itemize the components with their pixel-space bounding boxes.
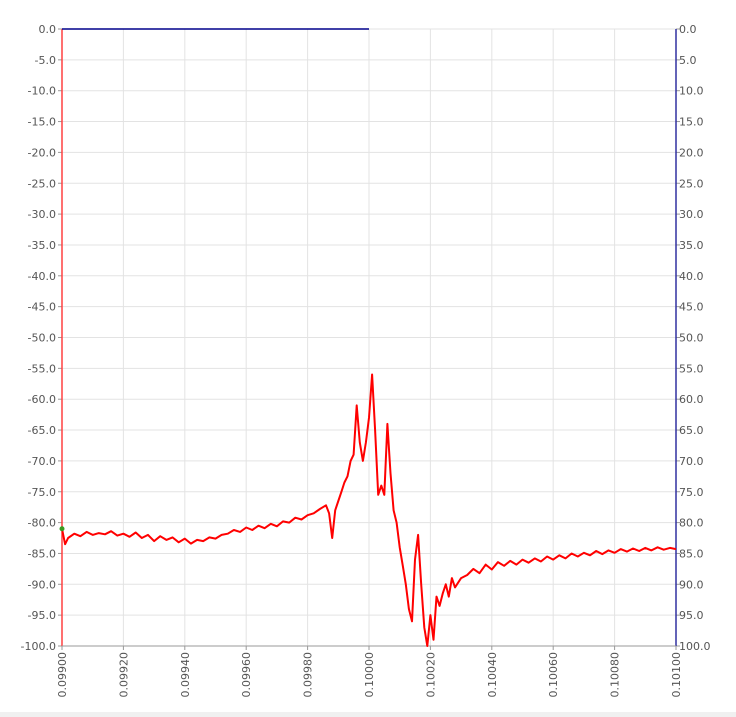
bottom-scroll-strip	[0, 712, 736, 717]
left-y-tick-label: -25.0	[28, 177, 56, 190]
right-y-tick-label: 15.0	[679, 116, 704, 129]
series-line-red	[61, 373, 677, 647]
x-tick-label: 0.10060	[547, 652, 560, 698]
left-y-tick-label: -50.0	[28, 332, 56, 345]
x-tick-label: 0.09900	[56, 652, 69, 698]
left-y-tick-label: -90.0	[28, 578, 56, 591]
x-tick-label: 0.10000	[363, 652, 376, 698]
right-y-tick-label: 95.0	[679, 609, 704, 622]
right-y-tick-label: 25.0	[679, 177, 704, 190]
right-y-tick-label: 0.0	[679, 23, 697, 36]
left-y-tick-label: -40.0	[28, 270, 56, 283]
x-axis: 0.09900 0.09920 0.09940 0.09960 0.09980 0.100…	[56, 645, 683, 698]
x-tick-label: 0.10100	[670, 652, 683, 698]
x-tick-label: 0.09980	[302, 652, 315, 698]
left-y-tick-label: -80.0	[28, 517, 56, 530]
right-y-tick-label: 75.0	[679, 486, 704, 499]
left-y-tick-label: -65.0	[28, 424, 56, 437]
left-y-tick-label: -10.0	[28, 85, 56, 98]
right-y-tick-label: 35.0	[679, 239, 704, 252]
x-tick-label: 0.09920	[117, 652, 130, 698]
left-y-tick-label: -35.0	[28, 239, 56, 252]
right-y-tick-label: 45.0	[679, 301, 704, 314]
x-tick-label: 0.09960	[240, 652, 253, 698]
x-tick-label: 0.10020	[424, 652, 437, 698]
left-y-axis: 0.0 -5.0 -10.0 -15.0 -20.0 -25.0 -30.0 -35.0 -40…	[21, 23, 63, 653]
left-y-tick-label: -75.0	[28, 486, 56, 499]
right-y-tick-label: 60.0	[679, 393, 704, 406]
left-y-tick-label: -20.0	[28, 146, 56, 159]
left-y-tick-label: -70.0	[28, 455, 56, 468]
x-tick-label: 0.10040	[486, 652, 499, 698]
right-y-tick-label: 80.0	[679, 517, 704, 530]
left-y-tick-label: -45.0	[28, 301, 56, 314]
left-y-tick-label: -55.0	[28, 362, 56, 375]
x-tick-label: 0.10080	[609, 652, 622, 698]
left-y-tick-label: -100.0	[21, 640, 56, 653]
right-y-tick-label: 10.0	[679, 85, 704, 98]
left-y-tick-label: -5.0	[35, 54, 56, 67]
right-y-tick-label: 100.0	[679, 640, 711, 653]
left-y-tick-label: -85.0	[28, 547, 56, 560]
right-y-tick-label: 65.0	[679, 424, 704, 437]
series-start-marker	[59, 526, 65, 532]
left-y-tick-label: -60.0	[28, 393, 56, 406]
x-tick-label: 0.09940	[179, 652, 192, 698]
right-y-tick-label: 50.0	[679, 332, 704, 345]
right-y-tick-label: 70.0	[679, 455, 704, 468]
right-y-tick-label: 30.0	[679, 208, 704, 221]
right-y-tick-label: 20.0	[679, 146, 704, 159]
right-y-tick-label: 5.0	[679, 54, 697, 67]
right-y-tick-label: 85.0	[679, 547, 704, 560]
grid-lines	[61, 28, 677, 647]
left-y-tick-label: -30.0	[28, 208, 56, 221]
left-y-tick-label: -95.0	[28, 609, 56, 622]
right-y-axis: 0.0 5.0 10.0 15.0 20.0 25.0 30.0 35.0 40.0 45.0 50…	[675, 23, 711, 653]
right-y-tick-label: 40.0	[679, 270, 704, 283]
left-y-tick-label: -15.0	[28, 116, 56, 129]
left-y-tick-label: 0.0	[39, 23, 57, 36]
right-y-tick-label: 55.0	[679, 362, 704, 375]
right-y-tick-label: 90.0	[679, 578, 704, 591]
series-layer	[59, 28, 677, 647]
